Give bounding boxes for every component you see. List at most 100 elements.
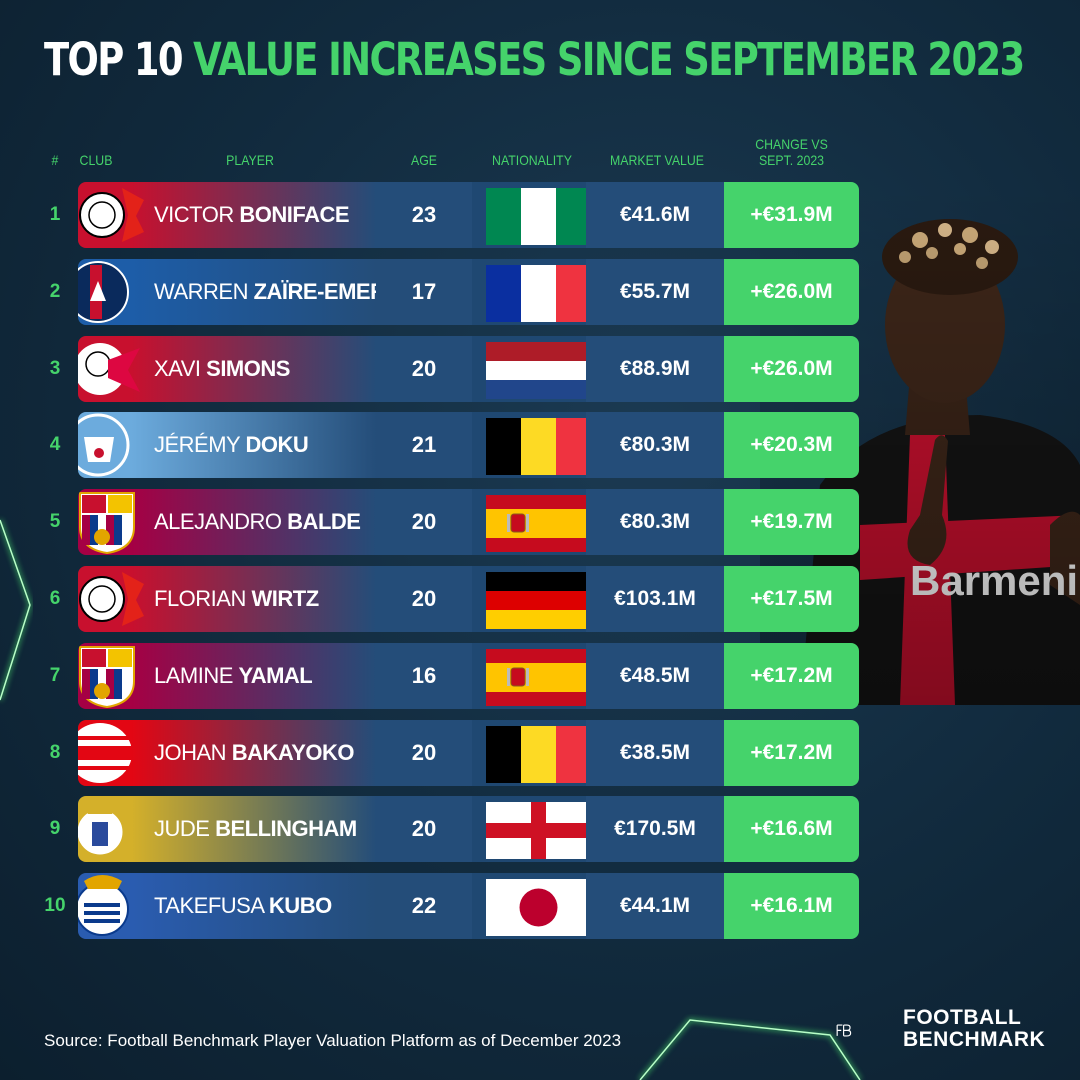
club-player-cell: TAKEFUSA KUBO	[78, 873, 376, 939]
player-first-name: LAMINE	[154, 663, 233, 688]
flag-netherlands-icon	[486, 342, 591, 399]
change-cell: +€17.2M	[724, 643, 859, 709]
club-player-cell: JUDE BELLINGHAM	[78, 796, 376, 862]
change-cell: +€19.7M	[724, 489, 859, 555]
club-player-cell: JÉRÉMY DOKU	[78, 412, 376, 478]
football-benchmark-logo	[836, 1024, 852, 1037]
player-last-name: SIMONS	[206, 356, 290, 381]
nationality-cell	[472, 720, 591, 786]
nationality-cell	[472, 412, 591, 478]
player-first-name: WARREN	[154, 279, 248, 304]
age-cell: 22	[376, 873, 472, 939]
age-cell: 16	[376, 643, 472, 709]
row-rank: 5	[49, 511, 61, 532]
row-rank: 10	[44, 895, 66, 916]
player-name: JUDE BELLINGHAM	[154, 796, 357, 862]
change-cell: +€26.0M	[724, 259, 859, 325]
table-row: TAKEFUSA KUBO 22 €44.1M +€16.1M	[78, 873, 859, 939]
flag-belgium-icon	[486, 726, 591, 783]
table-row: ALEJANDRO BALDE 20 €80.3M +€19.7M	[78, 489, 859, 555]
header-change-line1: CHANGE VS	[755, 136, 828, 152]
age-cell: 20	[376, 336, 472, 402]
flag-belgium-icon	[486, 418, 591, 475]
nationality-cell	[472, 336, 591, 402]
player-first-name: JOHAN	[154, 740, 227, 765]
flag-france-icon	[486, 265, 591, 322]
market-value-cell: €48.5M	[586, 643, 724, 709]
nationality-cell	[472, 489, 591, 555]
player-first-name: JÉRÉMY	[154, 432, 240, 457]
age-cell: 20	[376, 566, 472, 632]
crest-barcelona-icon	[79, 492, 135, 555]
table-row: LAMINE YAMAL 16 €48.5M +€17.2M	[78, 643, 859, 709]
change-cell: +€20.3M	[724, 412, 859, 478]
age-cell: 20	[376, 796, 472, 862]
club-player-cell: FLORIAN WIRTZ	[78, 566, 376, 632]
player-name: VICTOR BONIFACE	[154, 182, 350, 248]
market-value-cell: €80.3M	[586, 489, 724, 555]
flag-spain-icon	[486, 495, 591, 552]
player-last-name: BONIFACE	[239, 202, 350, 227]
age-cell: 20	[376, 720, 472, 786]
crest-realmadrid-icon	[78, 801, 126, 858]
row-rank: 6	[49, 588, 61, 609]
player-last-name: KUBO	[268, 893, 332, 918]
row-rank: 7	[49, 665, 61, 686]
row-rank: 8	[49, 742, 61, 763]
crest-leipzig-icon	[78, 343, 140, 395]
flag-nigeria-icon	[486, 188, 591, 245]
header-change-line2: SEPT. 2023	[758, 152, 825, 168]
player-first-name: TAKEFUSA	[154, 893, 264, 918]
market-value-cell: €103.1M	[586, 566, 724, 632]
nationality-cell	[472, 873, 591, 939]
club-player-cell: ALEJANDRO BALDE	[78, 489, 376, 555]
nationality-cell	[472, 796, 591, 862]
club-player-cell: XAVI SIMONS	[78, 336, 376, 402]
title-part-green: VALUE INCREASES SINCE SEPTEMBER 2023	[193, 33, 1025, 86]
change-cell: +€31.9M	[724, 182, 859, 248]
nationality-cell	[472, 643, 591, 709]
player-last-name: BELLINGHAM	[215, 816, 357, 841]
player-name: TAKEFUSA KUBO	[154, 873, 332, 939]
change-cell: +€16.6M	[724, 796, 859, 862]
change-cell: +€26.0M	[724, 336, 859, 402]
market-value-cell: €55.7M	[586, 259, 724, 325]
age-cell: 20	[376, 489, 472, 555]
market-value-cell: €170.5M	[586, 796, 724, 862]
row-rank: 9	[49, 818, 61, 839]
change-cell: +€17.2M	[724, 720, 859, 786]
logo-line1: FOOTBALL	[903, 1006, 1022, 1029]
player-name: JÉRÉMY DOKU	[154, 412, 309, 478]
market-value-cell: €88.9M	[586, 336, 724, 402]
player-name: FLORIAN WIRTZ	[154, 566, 319, 632]
flag-japan-icon	[486, 879, 591, 936]
flag-germany-icon	[486, 572, 591, 629]
header-nationality: NATIONALITY	[492, 152, 572, 168]
table-row: VICTOR BONIFACE 23 €41.6M +€31.9M	[78, 182, 859, 248]
player-name: XAVI SIMONS	[154, 336, 290, 402]
crest-barcelona-icon	[79, 646, 135, 709]
flag-england-icon	[486, 802, 591, 859]
header-rank: #	[51, 152, 59, 168]
club-player-cell: VICTOR BONIFACE	[78, 182, 376, 248]
player-name: WARREN ZAÏRE-EMERY	[154, 259, 376, 325]
header-market-value: MARKET VALUE	[609, 152, 705, 168]
player-first-name: ALEJANDRO	[154, 509, 282, 534]
title-part-white: TOP 10	[44, 33, 184, 86]
club-player-cell: JOHAN BAKAYOKO	[78, 720, 376, 786]
table-row: FLORIAN WIRTZ 20 €103.1M +€17.5M	[78, 566, 859, 632]
market-value-cell: €44.1M	[586, 873, 724, 939]
market-value-cell: €80.3M	[586, 412, 724, 478]
age-cell: 21	[376, 412, 472, 478]
row-rank: 3	[49, 358, 61, 379]
row-rank: 4	[49, 434, 61, 455]
player-last-name: ZAÏRE-EMERY	[253, 279, 376, 304]
player-name: LAMINE YAMAL	[154, 643, 313, 709]
source-note: Source: Football Benchmark Player Valuat…	[44, 1031, 622, 1050]
row-rank: 1	[49, 204, 61, 225]
player-first-name: JUDE	[154, 816, 210, 841]
crest-leverkusen-icon	[79, 572, 144, 626]
crest-mancity-icon	[78, 413, 130, 477]
row-rank: 2	[49, 281, 61, 302]
header-age: AGE	[410, 152, 438, 168]
